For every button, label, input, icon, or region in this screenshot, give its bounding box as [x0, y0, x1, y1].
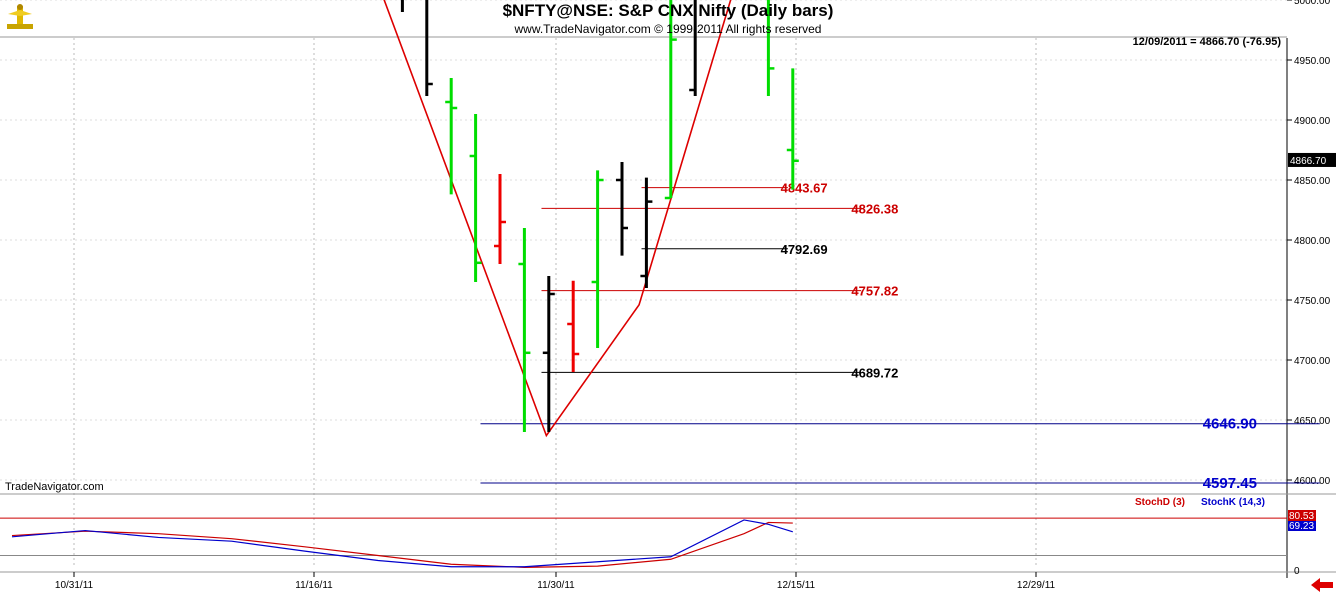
- level-label: 4843.67: [781, 181, 828, 196]
- price-axis-label: 4750.00: [1294, 296, 1331, 307]
- ohlc-bar: [664, 0, 677, 200]
- date-axis-label: 11/16/11: [295, 580, 333, 591]
- last-price-readout: 12/09/2011 = 4866.70 (-76.95): [1132, 36, 1281, 48]
- stoch-d-legend: StochD (3): [1135, 497, 1185, 508]
- date-axis-label: 11/30/11: [537, 580, 575, 591]
- ohlc-bar: [469, 114, 482, 282]
- ohlc-bar: [518, 228, 531, 432]
- stoch-k-legend: StochK (14,3): [1201, 497, 1265, 508]
- ohlc-bar: [766, 0, 775, 96]
- level-label: 4646.90: [1203, 416, 1257, 433]
- price-axis-label: 4850.00: [1294, 176, 1331, 187]
- level-label: 4597.45: [1203, 475, 1257, 492]
- date-axis-label: 12/29/11: [1017, 580, 1056, 591]
- stoch-d-value-tag: [1288, 510, 1316, 521]
- level-label: 4757.82: [851, 284, 898, 299]
- price-axis-label: 4700.00: [1294, 356, 1331, 367]
- stoch-k-line: [11, 519, 793, 568]
- stoch-k-value: 69.23: [1289, 521, 1314, 532]
- watermark-label: TradeNavigator.com: [5, 481, 104, 493]
- ohlc-bar: [786, 68, 799, 190]
- stoch-k-value-tag: [1288, 521, 1316, 531]
- copyright-subtitle: www.TradeNavigator.com © 1999-2011 All r…: [514, 22, 822, 36]
- price-axis-label: 4650.00: [1294, 416, 1331, 427]
- ohlc-bar: [445, 78, 458, 195]
- trade-navigator-logo-icon: [4, 2, 36, 32]
- ohlc-bar: [494, 174, 506, 264]
- price-axis-label: 4800.00: [1294, 236, 1331, 247]
- level-label: 4689.72: [851, 365, 898, 380]
- trendline: [383, 0, 732, 438]
- price-axis-label: 5000.00: [1294, 0, 1331, 7]
- ohlc-bar: [542, 276, 555, 432]
- indicator-axis-zero: 0: [1294, 566, 1300, 577]
- ohlc-bar: [640, 177, 653, 288]
- price-axis-label: 4600.00: [1294, 476, 1331, 487]
- last-price-tag-label: 4866.70: [1290, 156, 1327, 167]
- chart-title: $NFTY@NSE: S&P CNX Nifty (Daily bars): [502, 1, 834, 20]
- level-label: 4792.69: [781, 242, 828, 257]
- level-label: 4826.38: [851, 201, 898, 216]
- stoch-d-line: [11, 521, 793, 568]
- ohlc-bar: [689, 0, 697, 96]
- price-axis-label: 4950.00: [1294, 56, 1331, 67]
- ohlc-bar: [616, 162, 628, 256]
- last-price-tag: [1288, 152, 1336, 167]
- date-axis-label: 10/31/11: [55, 580, 94, 591]
- price-axis-label: 4900.00: [1294, 116, 1331, 127]
- stoch-d-value: 80.53: [1289, 511, 1314, 522]
- ohlc-bar: [425, 0, 433, 96]
- date-axis-label: 12/15/11: [777, 580, 816, 591]
- ohlc-bar: [567, 280, 580, 372]
- ohlc-bar: [591, 170, 604, 348]
- scroll-left-arrow-icon[interactable]: [1311, 578, 1333, 592]
